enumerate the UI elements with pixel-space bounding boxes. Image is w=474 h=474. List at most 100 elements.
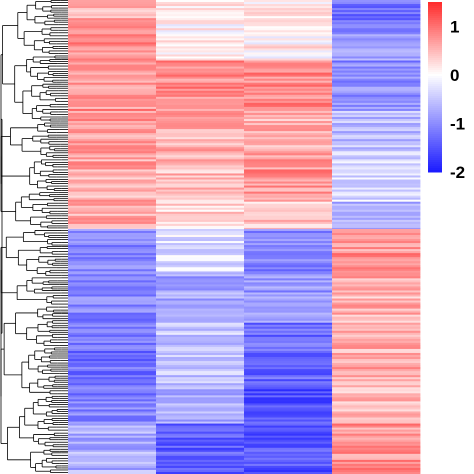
heatmap-cell [244,443,333,447]
heatmap-cell [68,189,157,193]
heatmap-cell [332,153,421,156]
heatmap-cell [68,179,157,182]
heatmap-cell [244,247,333,250]
heatmap-cell [244,361,333,364]
colorbar-tick-label: 1 [450,17,459,36]
heatmap-cell [244,18,333,21]
heatmap-cell [156,16,245,19]
heatmap-cell [156,159,245,162]
heatmap-cell [244,278,333,281]
heatmap-cell [244,56,333,59]
heatmap-cell [68,22,157,25]
heatmap-cell [68,175,157,178]
colorbar-gradient-step [428,50,442,53]
heatmap-cell [332,157,421,160]
heatmap-cell [68,36,157,39]
heatmap-cell [332,68,421,71]
heatmap-cell [244,90,333,94]
row-dendrogram [0,0,68,473]
heatmap-cell [244,54,333,57]
heatmap-cell [68,12,157,15]
heatmap-cell [68,205,157,209]
heatmap-cell [244,257,333,260]
heatmap-cell [244,217,333,221]
heatmap-cell [332,6,421,9]
heatmap-cell [244,401,333,404]
heatmap-cell [68,137,157,140]
heatmap-cell [68,104,157,108]
heatmap-cell [156,149,245,152]
colorbar-gradient-step [428,90,442,93]
heatmap-cell [332,276,421,279]
heatmap-cell [332,269,421,272]
heatmap-cell [244,26,333,29]
heatmap-cell [332,213,421,217]
heatmap-cell [156,344,245,348]
heatmap-cell [332,171,421,174]
heatmap-cell [244,12,333,15]
heatmap-cell [156,173,245,176]
heatmap-cell [68,359,157,362]
heatmap-cell [244,197,333,201]
heatmap-cell [244,149,333,152]
heatmap-cell [332,469,421,473]
heatmap-cell [68,371,157,374]
colorbar-tick-label: -1 [450,114,465,133]
heatmap-cell [244,10,333,13]
heatmap-cell [68,251,157,254]
heatmap-cell [68,54,157,57]
heatmap-cell [332,149,421,152]
heatmap-cell [68,308,157,312]
heatmap-cell [244,38,333,41]
colorbar-gradient-step [428,48,442,51]
colorbar-gradient-step [428,72,442,75]
heatmap-cell [244,383,333,386]
heatmap-cell [244,121,333,124]
colorbar-gradient-step [428,156,442,159]
heatmap-cell [156,38,245,41]
heatmap-cell [244,457,333,461]
heatmap-cell [156,50,245,53]
colorbar-gradient-step [428,8,442,11]
heatmap-cell [332,267,421,270]
heatmap-cell [68,16,157,19]
heatmap-cell [156,163,245,166]
heatmap-cell [332,50,421,53]
heatmap-cell [68,290,157,293]
heatmap-cell [244,131,333,134]
heatmap-cell [68,253,157,256]
heatmap-cell [156,203,245,207]
heatmap-cell [332,445,421,449]
heatmap-cell [68,225,157,229]
heatmap-cell [332,302,421,305]
heatmap-cell [244,237,333,240]
heatmap-cell [68,28,157,31]
colorbar-gradient-step [428,106,442,109]
heatmap-cell [156,413,245,416]
heatmap-cell [68,411,157,414]
heatmap-cell [68,0,157,3]
heatmap-cell [156,457,245,461]
colorbar-gradient-step [428,62,442,65]
heatmap-cell [68,129,157,132]
heatmap-cell [68,145,157,148]
heatmap-cell [244,385,333,388]
heatmap-cell [68,379,157,382]
heatmap-cell [332,102,421,106]
colorbar-gradient-step [428,4,442,7]
heatmap-cell [244,355,333,358]
heatmap-cell [68,68,157,71]
heatmap-cell [244,135,333,138]
heatmap-cell [68,185,157,188]
heatmap-cell [68,46,157,49]
heatmap-cell [332,199,421,203]
colorbar-gradient-step [428,162,442,165]
heatmap-cell [68,171,157,174]
heatmap-cell [68,199,157,203]
heatmap-cell [156,431,245,435]
heatmap-cell [156,271,245,273]
heatmap-cell [332,255,421,258]
heatmap-cell [156,310,245,314]
heatmap-cell [332,363,421,366]
heatmap-cell [156,110,245,114]
